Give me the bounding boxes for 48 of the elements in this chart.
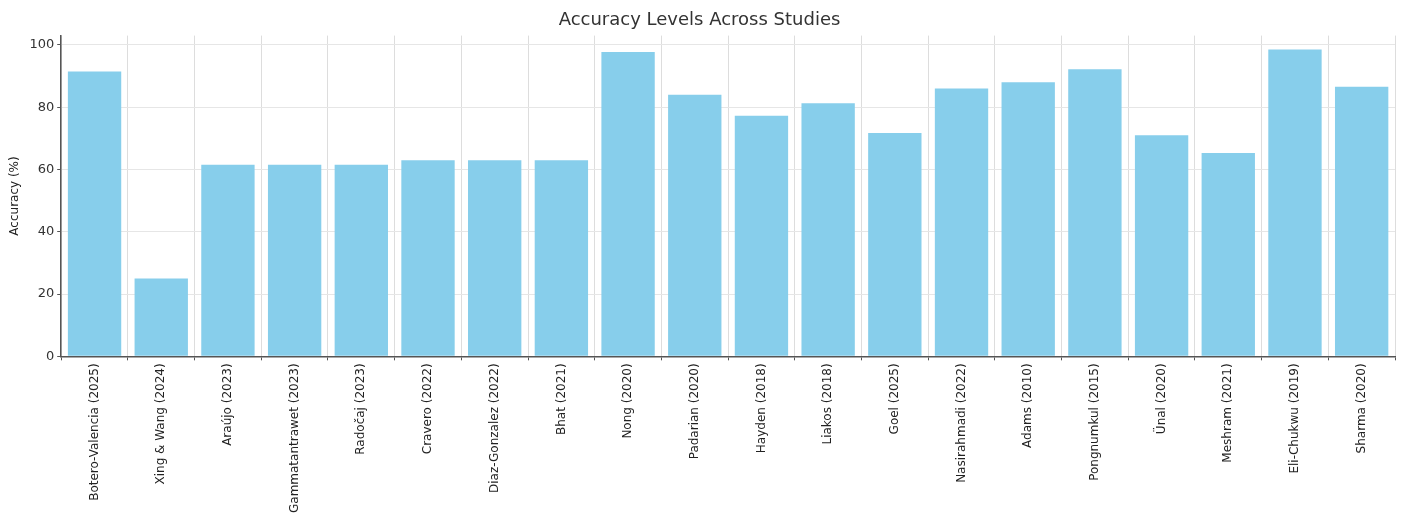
bar bbox=[267, 164, 322, 356]
bar bbox=[734, 115, 789, 356]
y-tick-label: 60 bbox=[37, 160, 55, 176]
bar bbox=[601, 52, 655, 356]
x-tick-label: Adams (2010) bbox=[1020, 363, 1035, 448]
x-tick-label: Liakos (2018) bbox=[820, 363, 835, 445]
x-tick-label: Goel (2025) bbox=[886, 363, 901, 435]
chart-title: Accuracy Levels Across Studies bbox=[558, 8, 841, 30]
bar bbox=[134, 278, 188, 356]
bar bbox=[468, 160, 522, 356]
x-tick-label: Xing & Wang (2024) bbox=[153, 363, 168, 485]
x-tick-label: Padarian (2020) bbox=[686, 363, 701, 460]
bar bbox=[534, 160, 589, 356]
y-tick-label: 0 bbox=[45, 347, 55, 363]
bar bbox=[67, 71, 122, 356]
x-tick-label: Nong (2020) bbox=[620, 363, 635, 439]
y-tick-label: 40 bbox=[37, 223, 55, 239]
x-tick-label: Araújo (2023) bbox=[220, 363, 235, 446]
y-axis-title: Accuracy (%) bbox=[7, 156, 22, 236]
x-tick-label: Bhat (2021) bbox=[553, 363, 568, 435]
x-tick-label: Meshram (2021) bbox=[1220, 363, 1235, 463]
bar bbox=[801, 103, 855, 356]
bar bbox=[401, 160, 455, 356]
bar bbox=[1001, 82, 1055, 356]
x-tick-label: Sharma (2020) bbox=[1353, 363, 1368, 454]
x-tick-label: Botero-Valencia (2025) bbox=[86, 363, 101, 501]
bar bbox=[668, 94, 722, 356]
bar bbox=[934, 88, 989, 356]
x-tick-label: Hayden (2018) bbox=[753, 363, 768, 454]
bar bbox=[1268, 49, 1322, 356]
bar bbox=[1068, 69, 1122, 356]
bar bbox=[1134, 135, 1189, 356]
x-tick-label: Nasirahmadi (2022) bbox=[953, 363, 968, 483]
bar bbox=[334, 164, 388, 356]
bar bbox=[868, 133, 922, 356]
x-tick-label: Radočaj (2023) bbox=[353, 363, 368, 455]
y-tick-label: 100 bbox=[29, 36, 55, 52]
bar bbox=[1201, 153, 1255, 356]
bar bbox=[201, 164, 255, 356]
x-tick-label: Diaz-Gonzalez (2022) bbox=[486, 363, 501, 493]
x-tick-label: Eli-Chukwu (2019) bbox=[1287, 363, 1302, 474]
bar bbox=[1334, 86, 1389, 356]
y-tick-label: 80 bbox=[37, 98, 55, 114]
x-tick-label: Cravero (2022) bbox=[420, 363, 435, 455]
x-tick-label: Ünal (2020) bbox=[1151, 363, 1168, 435]
x-tick-label: Pongnumkul (2015) bbox=[1087, 363, 1102, 481]
y-tick-label: 20 bbox=[37, 285, 55, 301]
x-tick-label: Gammatantrawet (2023) bbox=[286, 363, 301, 514]
